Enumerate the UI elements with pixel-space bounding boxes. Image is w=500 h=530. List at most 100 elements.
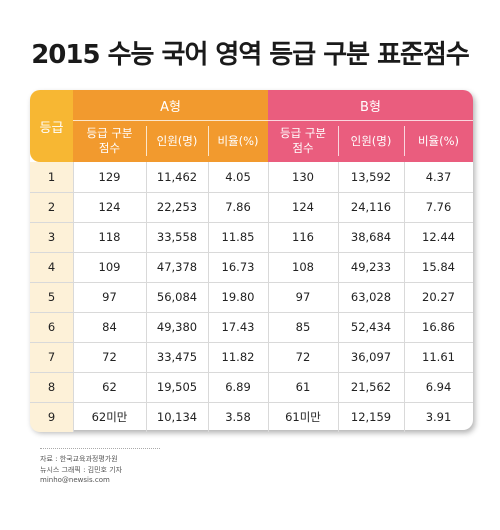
row-divider bbox=[30, 252, 473, 253]
table-cell-a-ratio: 7.86 bbox=[225, 200, 251, 214]
table-cell-b-count: 13,592 bbox=[350, 170, 392, 184]
table-cell-b-count: 49,233 bbox=[350, 260, 392, 274]
table-cell-a-cut: 129 bbox=[98, 170, 121, 184]
table-cell-b-ratio: 6.94 bbox=[425, 380, 452, 394]
table-cell-a-cut: 72 bbox=[102, 350, 117, 364]
table-cell-b-ratio: 15.84 bbox=[422, 260, 455, 274]
column-divider bbox=[268, 162, 269, 432]
grade-column-background bbox=[30, 162, 73, 432]
table-cell-b-ratio: 20.27 bbox=[422, 290, 455, 304]
header-a-cut-line2: 점수 bbox=[98, 141, 121, 155]
table-cell-b-count: 24,116 bbox=[350, 200, 392, 214]
table-cell-b-ratio: 11.61 bbox=[422, 350, 455, 364]
table-cell-b-cut: 108 bbox=[292, 260, 314, 274]
header-b-cut-line2: 점수 bbox=[292, 141, 314, 155]
table-cell-grade: 8 bbox=[47, 380, 56, 394]
table-cell-b-cut: 97 bbox=[295, 290, 311, 304]
row-divider bbox=[30, 192, 473, 193]
table-cell-a-cut: 109 bbox=[98, 260, 121, 274]
header-a-cut: 등급 구분 점수 bbox=[73, 120, 146, 162]
header-divider bbox=[146, 126, 147, 156]
footer-source: 자료 : 한국교육과정평가원 bbox=[40, 455, 118, 463]
header-divider bbox=[404, 126, 405, 156]
footer-email: minho@newsis.com bbox=[40, 476, 110, 484]
header-a-ratio: 비율(%) bbox=[208, 120, 268, 162]
table-cell-grade: 4 bbox=[47, 260, 56, 274]
table-cell-b-ratio: 3.91 bbox=[425, 410, 452, 424]
table-cell-a-ratio: 17.43 bbox=[221, 320, 255, 334]
table-cell-b-count: 63,028 bbox=[350, 290, 392, 304]
table-cell-a-cut: 84 bbox=[102, 320, 117, 334]
table-cell-grade: 1 bbox=[47, 170, 56, 184]
table-cell-b-cut: 124 bbox=[292, 200, 314, 214]
table-cell-a-count: 33,475 bbox=[156, 350, 198, 364]
header-divider bbox=[73, 120, 473, 121]
header-divider bbox=[208, 126, 209, 156]
table-cell-a-cut: 97 bbox=[102, 290, 117, 304]
table-cell-a-count: 49,380 bbox=[156, 320, 198, 334]
table-cell-a-ratio: 16.73 bbox=[221, 260, 255, 274]
row-divider bbox=[30, 342, 473, 343]
table-cell-a-ratio: 19.80 bbox=[221, 290, 255, 304]
column-divider bbox=[146, 162, 147, 432]
column-divider bbox=[73, 162, 74, 432]
table-cell-b-count: 38,684 bbox=[350, 230, 392, 244]
table-cell-grade: 6 bbox=[47, 320, 56, 334]
header-b-cut-line1: 등급 구분 bbox=[280, 126, 326, 140]
table-cell-grade: 7 bbox=[47, 350, 56, 364]
table-cell-a-ratio: 11.85 bbox=[221, 230, 255, 244]
page-title: 2015 수능 국어 영역 등급 구분 표준점수 bbox=[31, 40, 470, 70]
table-cell-grade: 2 bbox=[47, 200, 56, 214]
row-divider bbox=[30, 402, 473, 403]
footer-graphic: 뉴시스 그래픽 : 김민호 기자 bbox=[40, 466, 123, 474]
header-grade: 등급 bbox=[30, 90, 73, 162]
table-cell-a-count: 33,558 bbox=[156, 230, 198, 244]
row-divider bbox=[30, 312, 473, 313]
table-cell-b-count: 12,159 bbox=[350, 410, 392, 424]
table-cell-a-ratio: 3.58 bbox=[225, 410, 251, 424]
header-b-cut: 등급 구분 점수 bbox=[268, 120, 338, 162]
row-divider bbox=[30, 222, 473, 223]
column-divider bbox=[338, 162, 339, 432]
table-cell-a-cut: 118 bbox=[98, 230, 121, 244]
table-cell-b-cut: 116 bbox=[292, 230, 314, 244]
header-a-cut-line1: 등급 구분 bbox=[86, 126, 133, 140]
table-cell-b-cut: 61미만 bbox=[285, 410, 321, 424]
table-cell-a-count: 11,462 bbox=[156, 170, 198, 184]
row-divider bbox=[30, 372, 473, 373]
table-cell-b-ratio: 7.76 bbox=[425, 200, 452, 214]
table-cell-a-ratio: 11.82 bbox=[221, 350, 255, 364]
table-cell-a-count: 10,134 bbox=[156, 410, 198, 424]
row-divider bbox=[30, 282, 473, 283]
header-type-b: B형 bbox=[268, 90, 473, 120]
table-cell-a-count: 19,505 bbox=[156, 380, 198, 394]
table-cell-b-count: 21,562 bbox=[350, 380, 392, 394]
header-divider bbox=[338, 126, 339, 156]
header-b-count: 인원(명) bbox=[338, 120, 404, 162]
header-a-count: 인원(명) bbox=[146, 120, 208, 162]
table-cell-grade: 5 bbox=[47, 290, 56, 304]
table-cell-a-ratio: 4.05 bbox=[225, 170, 251, 184]
table-cell-a-ratio: 6.89 bbox=[225, 380, 251, 394]
table-cell-b-count: 36,097 bbox=[350, 350, 392, 364]
column-divider bbox=[208, 162, 209, 432]
table-cell-b-count: 52,434 bbox=[350, 320, 392, 334]
table-cell-b-ratio: 16.86 bbox=[422, 320, 455, 334]
table-cell-grade: 9 bbox=[47, 410, 56, 424]
table-cell-b-cut: 61 bbox=[295, 380, 311, 394]
table-cell-a-count: 22,253 bbox=[156, 200, 198, 214]
table-cell-b-cut: 72 bbox=[295, 350, 311, 364]
table-cell-a-count: 56,084 bbox=[156, 290, 198, 304]
table-cell-a-count: 47,378 bbox=[156, 260, 198, 274]
table-cell-b-ratio: 4.37 bbox=[425, 170, 452, 184]
table-cell-a-cut: 62미만 bbox=[91, 410, 128, 424]
table-cell-grade: 3 bbox=[47, 230, 56, 244]
table-cell-b-ratio: 12.44 bbox=[422, 230, 455, 244]
column-divider bbox=[404, 162, 405, 432]
table-cell-a-cut: 62 bbox=[102, 380, 117, 394]
table-cell-a-cut: 124 bbox=[98, 200, 121, 214]
footer-divider bbox=[40, 448, 160, 449]
table-cell-b-cut: 85 bbox=[295, 320, 311, 334]
header-type-a: A형 bbox=[73, 90, 268, 120]
table-cell-b-cut: 130 bbox=[292, 170, 314, 184]
